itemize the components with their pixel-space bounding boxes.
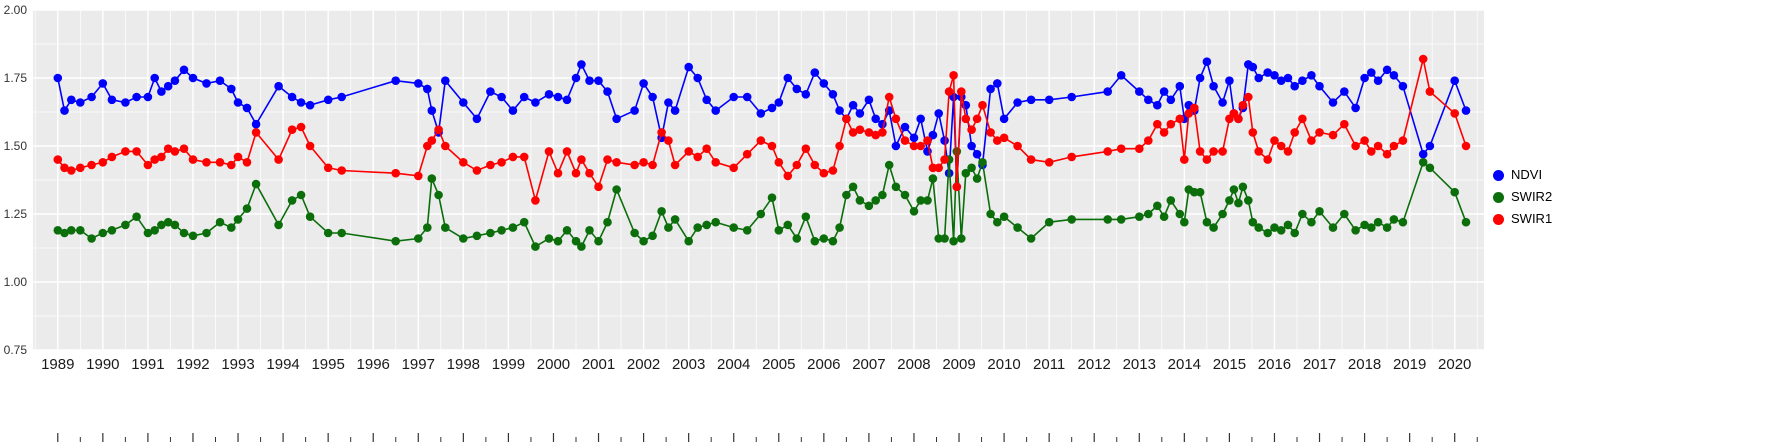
svg-text:1994: 1994 <box>266 356 299 373</box>
y-axis-labels: 0.75 1.00 1.25 1.50 1.75 2.00 <box>4 3 28 357</box>
svg-text:2008: 2008 <box>897 356 930 373</box>
svg-text:2011: 2011 <box>1033 356 1065 373</box>
svg-text:2002: 2002 <box>627 356 660 373</box>
svg-text:2015: 2015 <box>1213 356 1246 373</box>
svg-text:2.00: 2.00 <box>4 3 28 17</box>
x-axis-labels: 1989 1990 1991 1992 1993 1994 1995 1996 1997 1998… <box>41 356 1471 373</box>
series-swir1 <box>53 54 1471 205</box>
svg-text:2000: 2000 <box>537 356 570 373</box>
svg-text:2006: 2006 <box>807 356 840 373</box>
legend-label-swir2: SWIR2 <box>1511 189 1553 204</box>
svg-text:2017: 2017 <box>1303 356 1336 373</box>
svg-text:1989: 1989 <box>41 356 74 373</box>
svg-text:2012: 2012 <box>1078 356 1111 373</box>
ndvi-legend-key-icon <box>1493 169 1504 181</box>
legend-label-ndvi: NDVI <box>1511 167 1543 182</box>
svg-text:2001: 2001 <box>582 356 615 373</box>
svg-text:1999: 1999 <box>492 356 525 373</box>
svg-text:2005: 2005 <box>762 356 795 373</box>
svg-text:1996: 1996 <box>357 356 390 373</box>
svg-text:2019: 2019 <box>1393 356 1426 373</box>
legend-label-swir1: SWIR1 <box>1511 211 1553 226</box>
svg-text:1998: 1998 <box>447 356 480 373</box>
svg-text:1993: 1993 <box>221 356 254 373</box>
svg-text:2018: 2018 <box>1348 356 1381 373</box>
svg-text:1.50: 1.50 <box>4 139 28 153</box>
svg-text:2016: 2016 <box>1258 356 1291 373</box>
svg-text:2007: 2007 <box>852 356 885 373</box>
svg-text:2014: 2014 <box>1168 356 1201 373</box>
svg-text:1.00: 1.00 <box>4 275 28 289</box>
svg-text:2013: 2013 <box>1123 356 1156 373</box>
svg-text:2004: 2004 <box>717 356 750 373</box>
legend-item-ndvi: NDVI <box>1493 168 1552 182</box>
svg-text:1997: 1997 <box>402 356 435 373</box>
x-axis-ticks <box>57 433 1478 442</box>
svg-text:1.75: 1.75 <box>4 71 28 85</box>
svg-text:0.75: 0.75 <box>4 343 28 357</box>
svg-text:1995: 1995 <box>311 356 344 373</box>
svg-text:1.25: 1.25 <box>4 207 28 221</box>
svg-text:2003: 2003 <box>672 356 705 373</box>
svg-text:2009: 2009 <box>942 356 975 373</box>
svg-text:1990: 1990 <box>86 356 119 373</box>
svg-text:2020: 2020 <box>1438 356 1471 373</box>
swir1-legend-key-icon <box>1493 213 1504 225</box>
legend-item-swir1: SWIR1 <box>1493 212 1552 226</box>
legend-item-swir2: SWIR2 <box>1493 190 1552 204</box>
gridlines <box>33 9 1484 351</box>
legend: NDVI SWIR2 SWIR1 <box>1493 168 1552 226</box>
svg-text:1992: 1992 <box>176 356 209 373</box>
svg-text:2010: 2010 <box>987 356 1020 373</box>
svg-text:1991: 1991 <box>131 356 164 373</box>
swir2-legend-key-icon <box>1493 191 1504 203</box>
series-swir2 <box>53 147 1471 251</box>
